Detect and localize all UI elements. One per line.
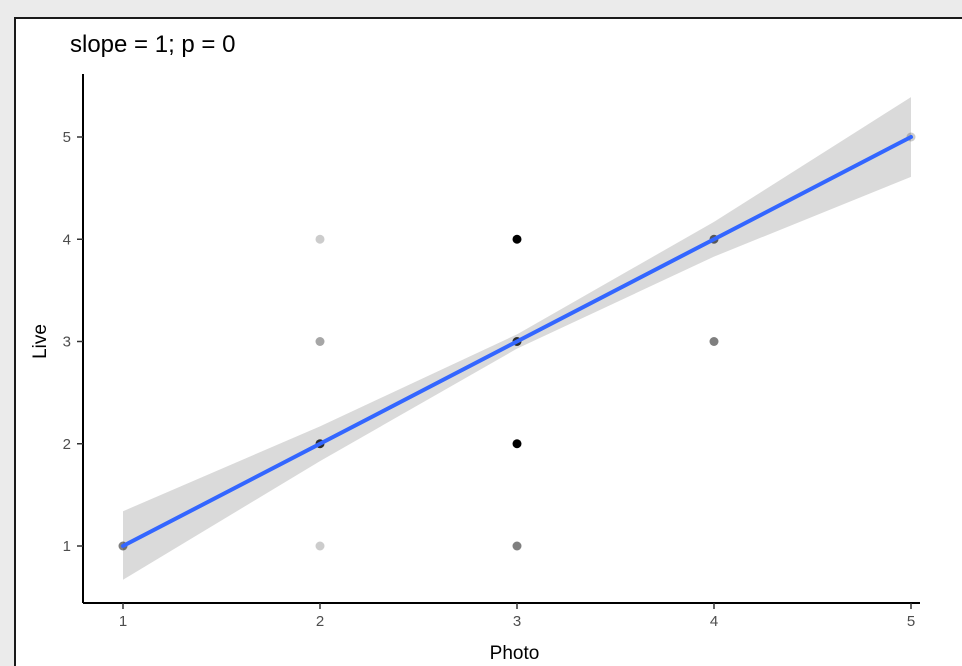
x-tick-label: 3 [513, 613, 521, 630]
regression-line [121, 135, 913, 548]
chart-title: slope = 1; p = 0 [70, 31, 235, 58]
x-tick-label: 5 [907, 613, 915, 630]
data-point [512, 541, 522, 551]
data-point [315, 234, 325, 244]
scatter-chart: slope = 1; p = 0 1 2 3 4 5 1 2 3 4 5 Photo Live [30, 31, 920, 664]
data-point [315, 337, 325, 346]
ticks-layer: 1 2 3 4 5 1 2 3 4 5 [63, 129, 916, 630]
data-point [315, 541, 325, 551]
y-tick-label: 4 [63, 231, 71, 248]
y-tick-label: 5 [63, 129, 71, 146]
plot-panel: slope = 1; p = 0 1 2 3 4 5 1 2 3 4 5 Photo Live [14, 17, 962, 666]
x-tick-label: 2 [316, 613, 324, 630]
x-tick-label: 1 [119, 613, 127, 630]
data-point [512, 439, 522, 449]
data-point [512, 234, 522, 244]
x-axis-title: Photo [490, 643, 540, 664]
y-axis-title: Live [30, 324, 51, 359]
fit-line-layer [121, 135, 913, 548]
data-point [709, 337, 719, 346]
y-tick-label: 2 [63, 436, 71, 453]
y-tick-label: 1 [63, 538, 71, 555]
y-tick-label: 3 [63, 334, 71, 351]
x-tick-label: 4 [710, 613, 718, 630]
